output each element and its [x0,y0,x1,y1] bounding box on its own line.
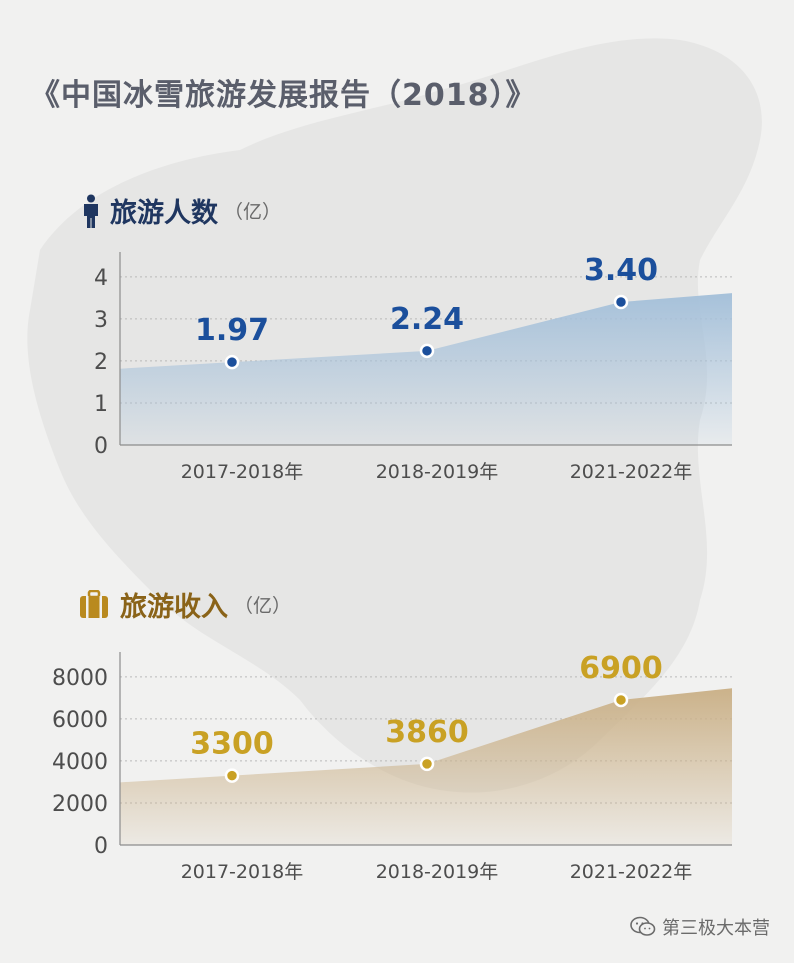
people-value-label: 3.40 [584,253,658,288]
person-icon [84,194,98,228]
income-title: 旅游收入 [120,592,228,623]
income-point [613,692,629,708]
watermark: 第三极大本营 [630,914,770,940]
people-value-label: 2.24 [390,302,464,337]
income-value-label: 6900 [579,651,663,686]
income-chart: 0 2000 4000 6000 8000 3300 2017-2018年 3860 2018-… [0,640,794,890]
income-value-label: 3860 [385,715,469,750]
income-point [419,756,435,772]
income-x-tick-label: 2018-2019年 [376,861,499,883]
people-ytick-label: 0 [94,434,108,459]
income-ytick-label: 4000 [52,750,108,775]
people-area [120,293,732,445]
income-header: 旅游收入 （亿） [78,585,291,624]
income-unit: （亿） [234,595,292,617]
people-point [224,354,240,370]
income-point [224,768,240,783]
people-chart: 0 1 2 3 4 1.97 2017-2018年 2.24 2018-2019年 3.40 202… [0,240,794,490]
income-value-label: 3300 [190,727,274,762]
income-x-tick-label: 2017-2018年 [181,861,304,883]
people-point [419,343,435,359]
people-x-tick-label: 2021-2022年 [570,461,693,483]
people-x-tick-label: 2017-2018年 [181,461,304,483]
people-unit: （亿） [224,201,282,223]
people-ytick-label: 4 [94,266,108,291]
people-ytick-label: 3 [94,308,108,333]
income-ytick-label: 0 [94,834,108,859]
income-ytick-label: 2000 [52,792,108,817]
income-x-tick-label: 2021-2022年 [570,861,693,883]
report-title: 《中国冰雪旅游发展报告（2018）》 [30,78,537,113]
people-header: 旅游人数 （亿） [82,191,281,230]
people-ytick-label: 1 [94,392,108,417]
people-point [613,294,629,310]
watermark-text: 第三极大本营 [662,918,770,939]
suitcase-icon [80,589,108,618]
income-ytick-label: 6000 [52,708,108,733]
people-ytick-label: 2 [94,350,108,375]
people-title: 旅游人数 [110,198,218,229]
people-value-label: 1.97 [195,313,269,348]
income-ytick-label: 8000 [52,666,108,691]
wechat-icon [630,916,656,936]
people-x-tick-label: 2018-2019年 [376,461,499,483]
